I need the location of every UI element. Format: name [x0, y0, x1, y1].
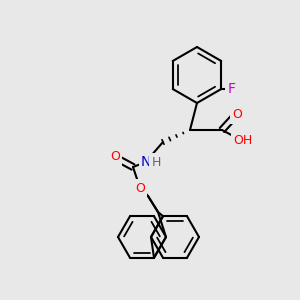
Text: OH: OH	[233, 134, 253, 146]
Text: O: O	[135, 182, 145, 194]
Text: H: H	[151, 155, 161, 169]
Text: O: O	[110, 151, 120, 164]
Text: F: F	[227, 82, 235, 96]
Text: N: N	[141, 155, 151, 169]
Text: O: O	[232, 109, 242, 122]
